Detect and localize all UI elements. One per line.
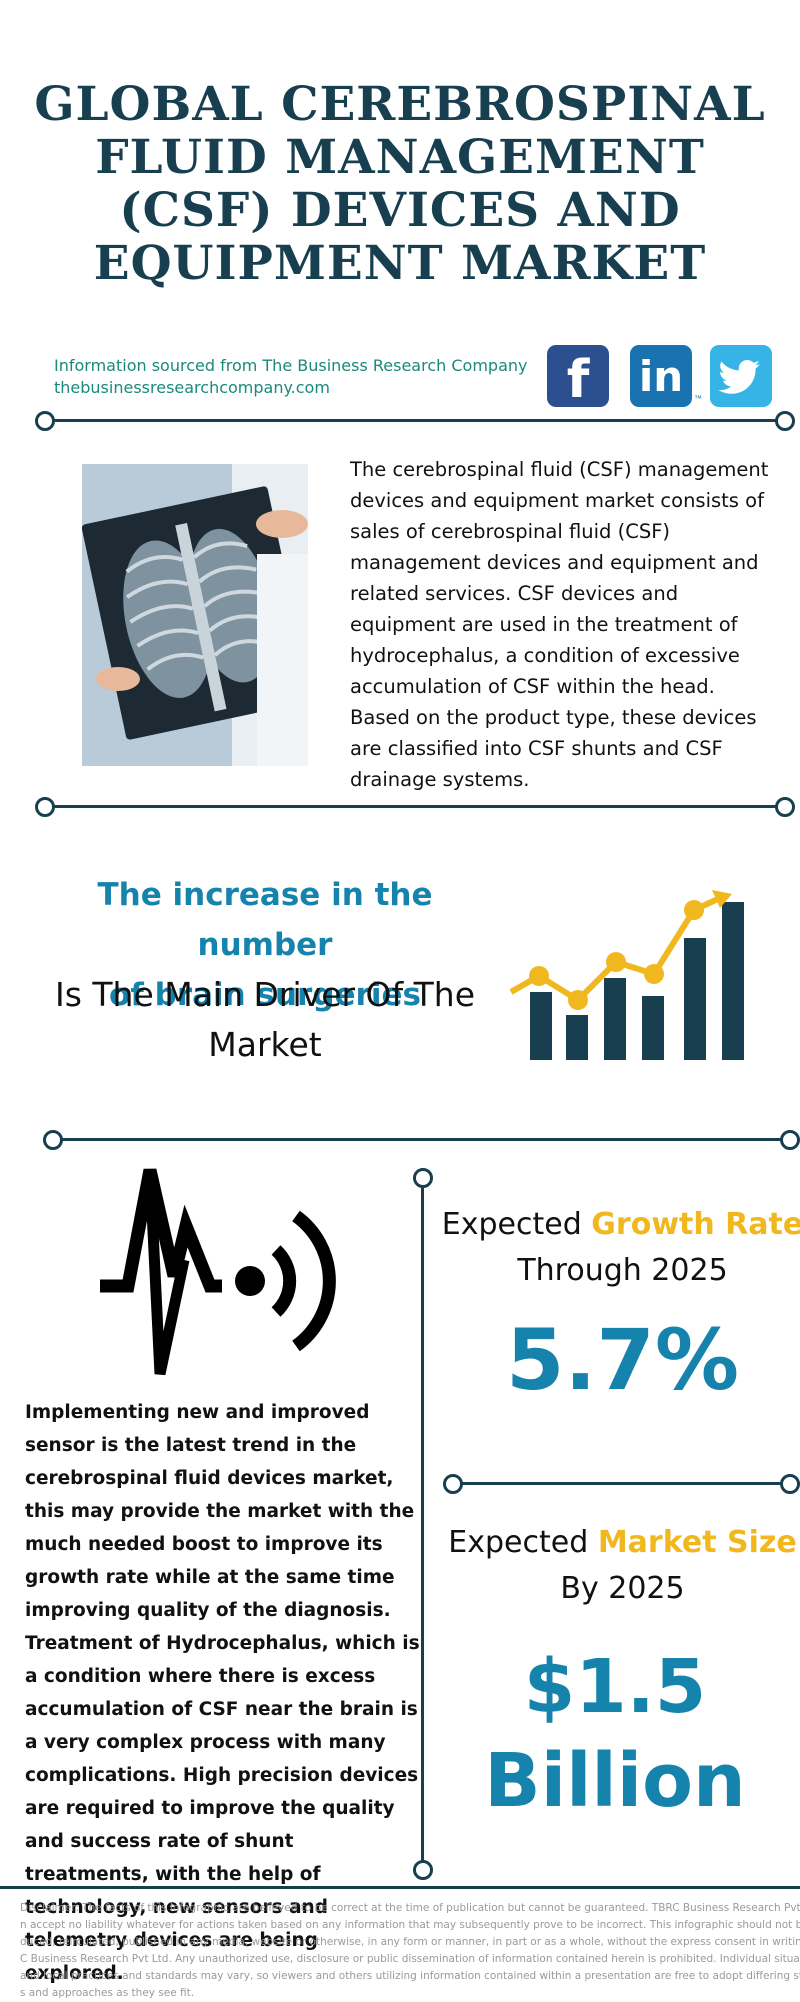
divider-2-right-dot	[775, 797, 795, 817]
market-size-accent: Market Size	[597, 1525, 797, 1560]
title-line-2: FLUID MANAGEMENT	[95, 130, 705, 185]
disclaimer-line-3: duced, reirculated, published in any med…	[20, 1936, 800, 1948]
driver-highlight: The increase in the number of brain surg…	[40, 870, 490, 1020]
disclaimer-line-2: n accept no liability whatever for actio…	[20, 1919, 800, 1931]
title-line-1: GLOBAL CEREBROSPINAL	[34, 77, 766, 132]
market-size-prefix: Expected	[448, 1525, 589, 1560]
divider-line-4	[460, 1482, 800, 1485]
disclaimer-line-6: s and approaches as they see fit.	[20, 1987, 195, 1999]
growth-rate-label: Expected Growth Rate Through 2025	[430, 1202, 800, 1294]
vertical-divider	[421, 1180, 424, 1870]
divider-4-right-dot	[780, 1474, 800, 1494]
divider-1-left-dot	[35, 411, 55, 431]
driver-highlight-line-2: of brain surgeries	[109, 977, 421, 1013]
driver-highlight-line-1: The increase in the number	[97, 877, 433, 963]
divider-2-left-dot	[35, 797, 55, 817]
divider-3-right-dot	[780, 1130, 800, 1150]
disclaimer: Disclaimer: The facts of this infographi…	[20, 1900, 800, 2002]
driver-subtitle-line-1: Is The Main Driver Of The	[54, 975, 476, 1014]
market-size-value: $1.5 Billion	[430, 1640, 800, 1828]
twitter-bird-icon	[718, 360, 760, 394]
divider-line-2	[44, 805, 784, 808]
divider-4-left-dot	[443, 1474, 463, 1494]
driver-subtitle-line-2: Market	[208, 1025, 322, 1064]
disclaimer-line-1: Disclaimer: The facts of this infographi…	[20, 1902, 800, 1914]
sensor-pulse-icon	[98, 1168, 358, 1383]
facebook-glyph: f	[566, 350, 590, 410]
footer-divider	[0, 1886, 800, 1889]
growth-rate-value: 5.7%	[506, 1311, 739, 1409]
linkedin-glyph: in	[638, 352, 684, 401]
growth-chart-icon	[508, 890, 750, 1067]
linkedin-trademark: ™	[694, 394, 702, 403]
source-info: Information sourced from The Business Re…	[54, 355, 527, 399]
linkedin-icon[interactable]: in	[630, 345, 692, 407]
market-size-label: Expected Market Size By 2025	[430, 1520, 800, 1612]
market-size-value-unit: Billion	[484, 1738, 746, 1824]
growth-rate-period: Through 2025	[517, 1253, 728, 1288]
trend-paragraph: Implementing new and improved sensor is …	[25, 1402, 420, 1984]
divider-1-right-dot	[775, 411, 795, 431]
disclaimer-line-4: C Business Research Pvt Ltd. Any unautho…	[20, 1953, 800, 1965]
twitter-icon[interactable]	[710, 345, 772, 407]
vertical-divider-top-dot	[413, 1168, 433, 1188]
market-size-value-amount: $1.5	[523, 1644, 707, 1730]
source-text: Information sourced from The Business Re…	[54, 356, 528, 375]
divider-line-1	[44, 419, 784, 422]
disclaimer-line-5: and local practices and standards may va…	[20, 1970, 800, 1982]
divider-3-left-dot	[43, 1130, 63, 1150]
title-line-3: (CSF) DEVICES AND	[119, 183, 681, 238]
intro-paragraph: The cerebrospinal fluid (CSF) management…	[350, 458, 769, 791]
facebook-icon[interactable]: f	[547, 345, 609, 410]
title-line-4: EQUIPMENT MARKET	[93, 236, 707, 291]
xray-illustration	[82, 464, 308, 766]
page-title: GLOBAL CEREBROSPINAL FLUID MANAGEMENT (C…	[20, 78, 780, 290]
source-url-link[interactable]: thebusinessresearchcompany.com	[54, 378, 330, 397]
vertical-divider-bottom-dot	[413, 1860, 433, 1880]
growth-rate-accent: Growth Rate	[591, 1207, 800, 1242]
driver-subtitle: Is The Main Driver Of The Market	[40, 970, 490, 1070]
market-size-period: By 2025	[560, 1571, 685, 1606]
divider-line-3	[52, 1138, 792, 1141]
xray-photo	[82, 464, 308, 766]
growth-rate-prefix: Expected	[441, 1207, 582, 1242]
